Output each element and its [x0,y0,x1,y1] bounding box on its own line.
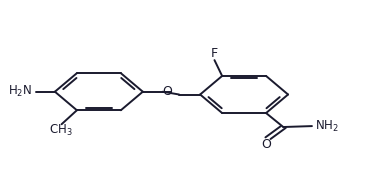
Text: O: O [261,138,271,151]
Text: O: O [163,85,172,98]
Text: H$_2$N: H$_2$N [8,84,32,99]
Text: F: F [211,47,218,60]
Text: CH$_3$: CH$_3$ [49,123,72,138]
Text: NH$_2$: NH$_2$ [315,119,338,134]
